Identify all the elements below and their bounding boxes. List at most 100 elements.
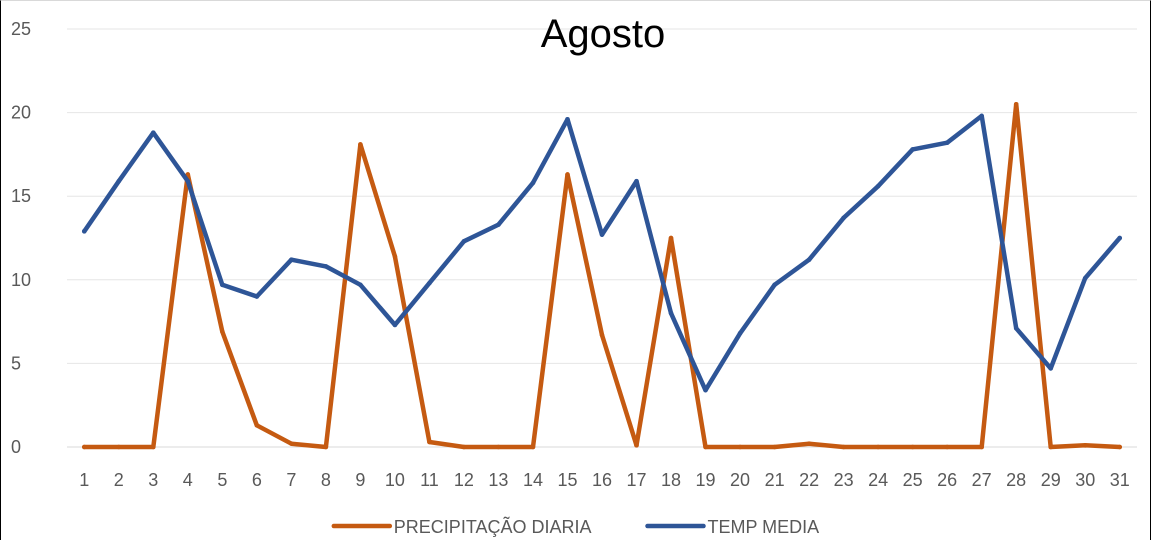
series-2-point — [150, 130, 156, 135]
series-1-point — [1048, 444, 1054, 450]
y-tick-label: 15 — [11, 186, 31, 206]
series-1 — [81, 101, 1123, 450]
series-2-point — [185, 178, 191, 184]
series-1-point — [944, 444, 950, 450]
gridlines — [67, 28, 1137, 448]
series-2-point — [1013, 325, 1019, 331]
series-1-point — [737, 444, 743, 450]
series-2-point — [289, 257, 294, 263]
x-tick-label: 17 — [627, 470, 647, 490]
series-2-point — [668, 310, 674, 316]
legend-item-1: PRECIPITAÇÃO DIARIA — [331, 516, 592, 537]
series-2-point — [841, 215, 846, 221]
series-2-point — [1048, 366, 1054, 371]
x-axis-labels: 1 2 3 4 5 6 7 8 9 10 11 12 13 14 15 16 17 18 19 20 21 22 23 24 2… — [79, 470, 1130, 490]
series-2-point — [1117, 235, 1123, 241]
x-tick-label: 2 — [114, 470, 124, 490]
series-2-point — [772, 282, 777, 288]
series-1-point — [323, 444, 329, 450]
series-1-point — [703, 444, 708, 450]
x-tick-label: 3 — [148, 470, 158, 490]
series-2-point — [427, 280, 432, 286]
y-tick-label: 0 — [11, 437, 21, 457]
series-2-point — [530, 180, 536, 186]
x-tick-label: 23 — [834, 470, 854, 490]
series-1-point — [427, 439, 432, 445]
series-2-point — [220, 282, 225, 288]
x-tick-label: 7 — [286, 470, 296, 490]
legend-label: TEMP MEDIA — [708, 517, 820, 537]
series-1-point — [530, 444, 536, 450]
series-2-point — [634, 178, 639, 184]
series-1-point — [150, 444, 156, 450]
series-line-2 — [82, 113, 1122, 393]
series-1-point — [910, 444, 915, 450]
x-tick-label: 12 — [454, 470, 474, 490]
x-tick-label: 29 — [1041, 470, 1061, 490]
series-2-point — [875, 183, 881, 189]
x-tick-label: 1 — [79, 470, 89, 490]
series-1-point — [806, 441, 812, 446]
x-tick-label: 6 — [252, 470, 262, 490]
x-tick-label: 8 — [321, 470, 331, 490]
x-tick-label: 30 — [1075, 470, 1095, 490]
legend-label: PRECIPITAÇÃO DIARIA — [394, 516, 592, 537]
series-1-point — [841, 444, 846, 450]
series-2-point — [703, 387, 708, 393]
series-1-point — [116, 444, 122, 450]
x-tick-label: 9 — [355, 470, 365, 490]
y-tick-label: 5 — [11, 353, 21, 373]
series-1-point — [772, 444, 777, 450]
y-axis-labels: 0 5 10 15 20 25 — [11, 19, 31, 457]
chart-title: Agosto — [541, 12, 666, 56]
series-2-point — [944, 140, 950, 145]
series-2-point — [116, 178, 122, 184]
legend-item-2: TEMP MEDIA — [645, 517, 820, 537]
series-1-point — [1082, 443, 1088, 448]
series-2-point — [565, 116, 570, 122]
x-tick-label: 19 — [696, 470, 716, 490]
series-2-point — [979, 113, 984, 119]
series-1-point — [289, 441, 294, 446]
series-1-point — [461, 444, 467, 450]
x-tick-label: 4 — [183, 470, 193, 490]
legend: PRECIPITAÇÃO DIARIA TEMP MEDIA — [331, 516, 820, 537]
y-tick-label: 20 — [11, 103, 31, 123]
series-1-point — [565, 172, 570, 177]
series-2-point — [496, 222, 501, 227]
series-2-point — [81, 229, 87, 234]
x-tick-label: 31 — [1110, 470, 1130, 490]
series-2-point — [358, 282, 363, 288]
series-2-point — [392, 322, 398, 328]
series-1-point — [220, 329, 225, 334]
series-1-point — [496, 444, 501, 450]
series-1-point — [634, 443, 639, 448]
series-line-1 — [82, 101, 1122, 450]
series-1-point — [875, 444, 881, 450]
series-lines — [81, 101, 1123, 450]
series-2-point — [910, 147, 915, 152]
x-tick-label: 10 — [385, 470, 405, 490]
x-tick-label: 13 — [488, 470, 508, 490]
series-2-point — [323, 264, 329, 269]
y-tick-label: 10 — [11, 270, 31, 290]
series-1-point — [358, 142, 363, 147]
series-1-point — [599, 332, 605, 338]
series-1-point — [392, 254, 398, 259]
series-1-point — [81, 444, 87, 450]
x-tick-label: 20 — [730, 470, 750, 490]
x-tick-label: 5 — [217, 470, 227, 490]
series-2-point — [461, 239, 467, 244]
x-tick-label: 27 — [972, 470, 992, 490]
series-1-point — [979, 444, 984, 450]
series-2 — [81, 113, 1123, 393]
series-2-point — [599, 232, 605, 237]
series-1-point — [1117, 444, 1123, 450]
x-tick-label: 28 — [1006, 470, 1026, 490]
x-tick-label: 24 — [868, 470, 888, 490]
x-tick-label: 15 — [557, 470, 577, 490]
series-1-point — [1013, 101, 1019, 107]
x-tick-label: 18 — [661, 470, 681, 490]
